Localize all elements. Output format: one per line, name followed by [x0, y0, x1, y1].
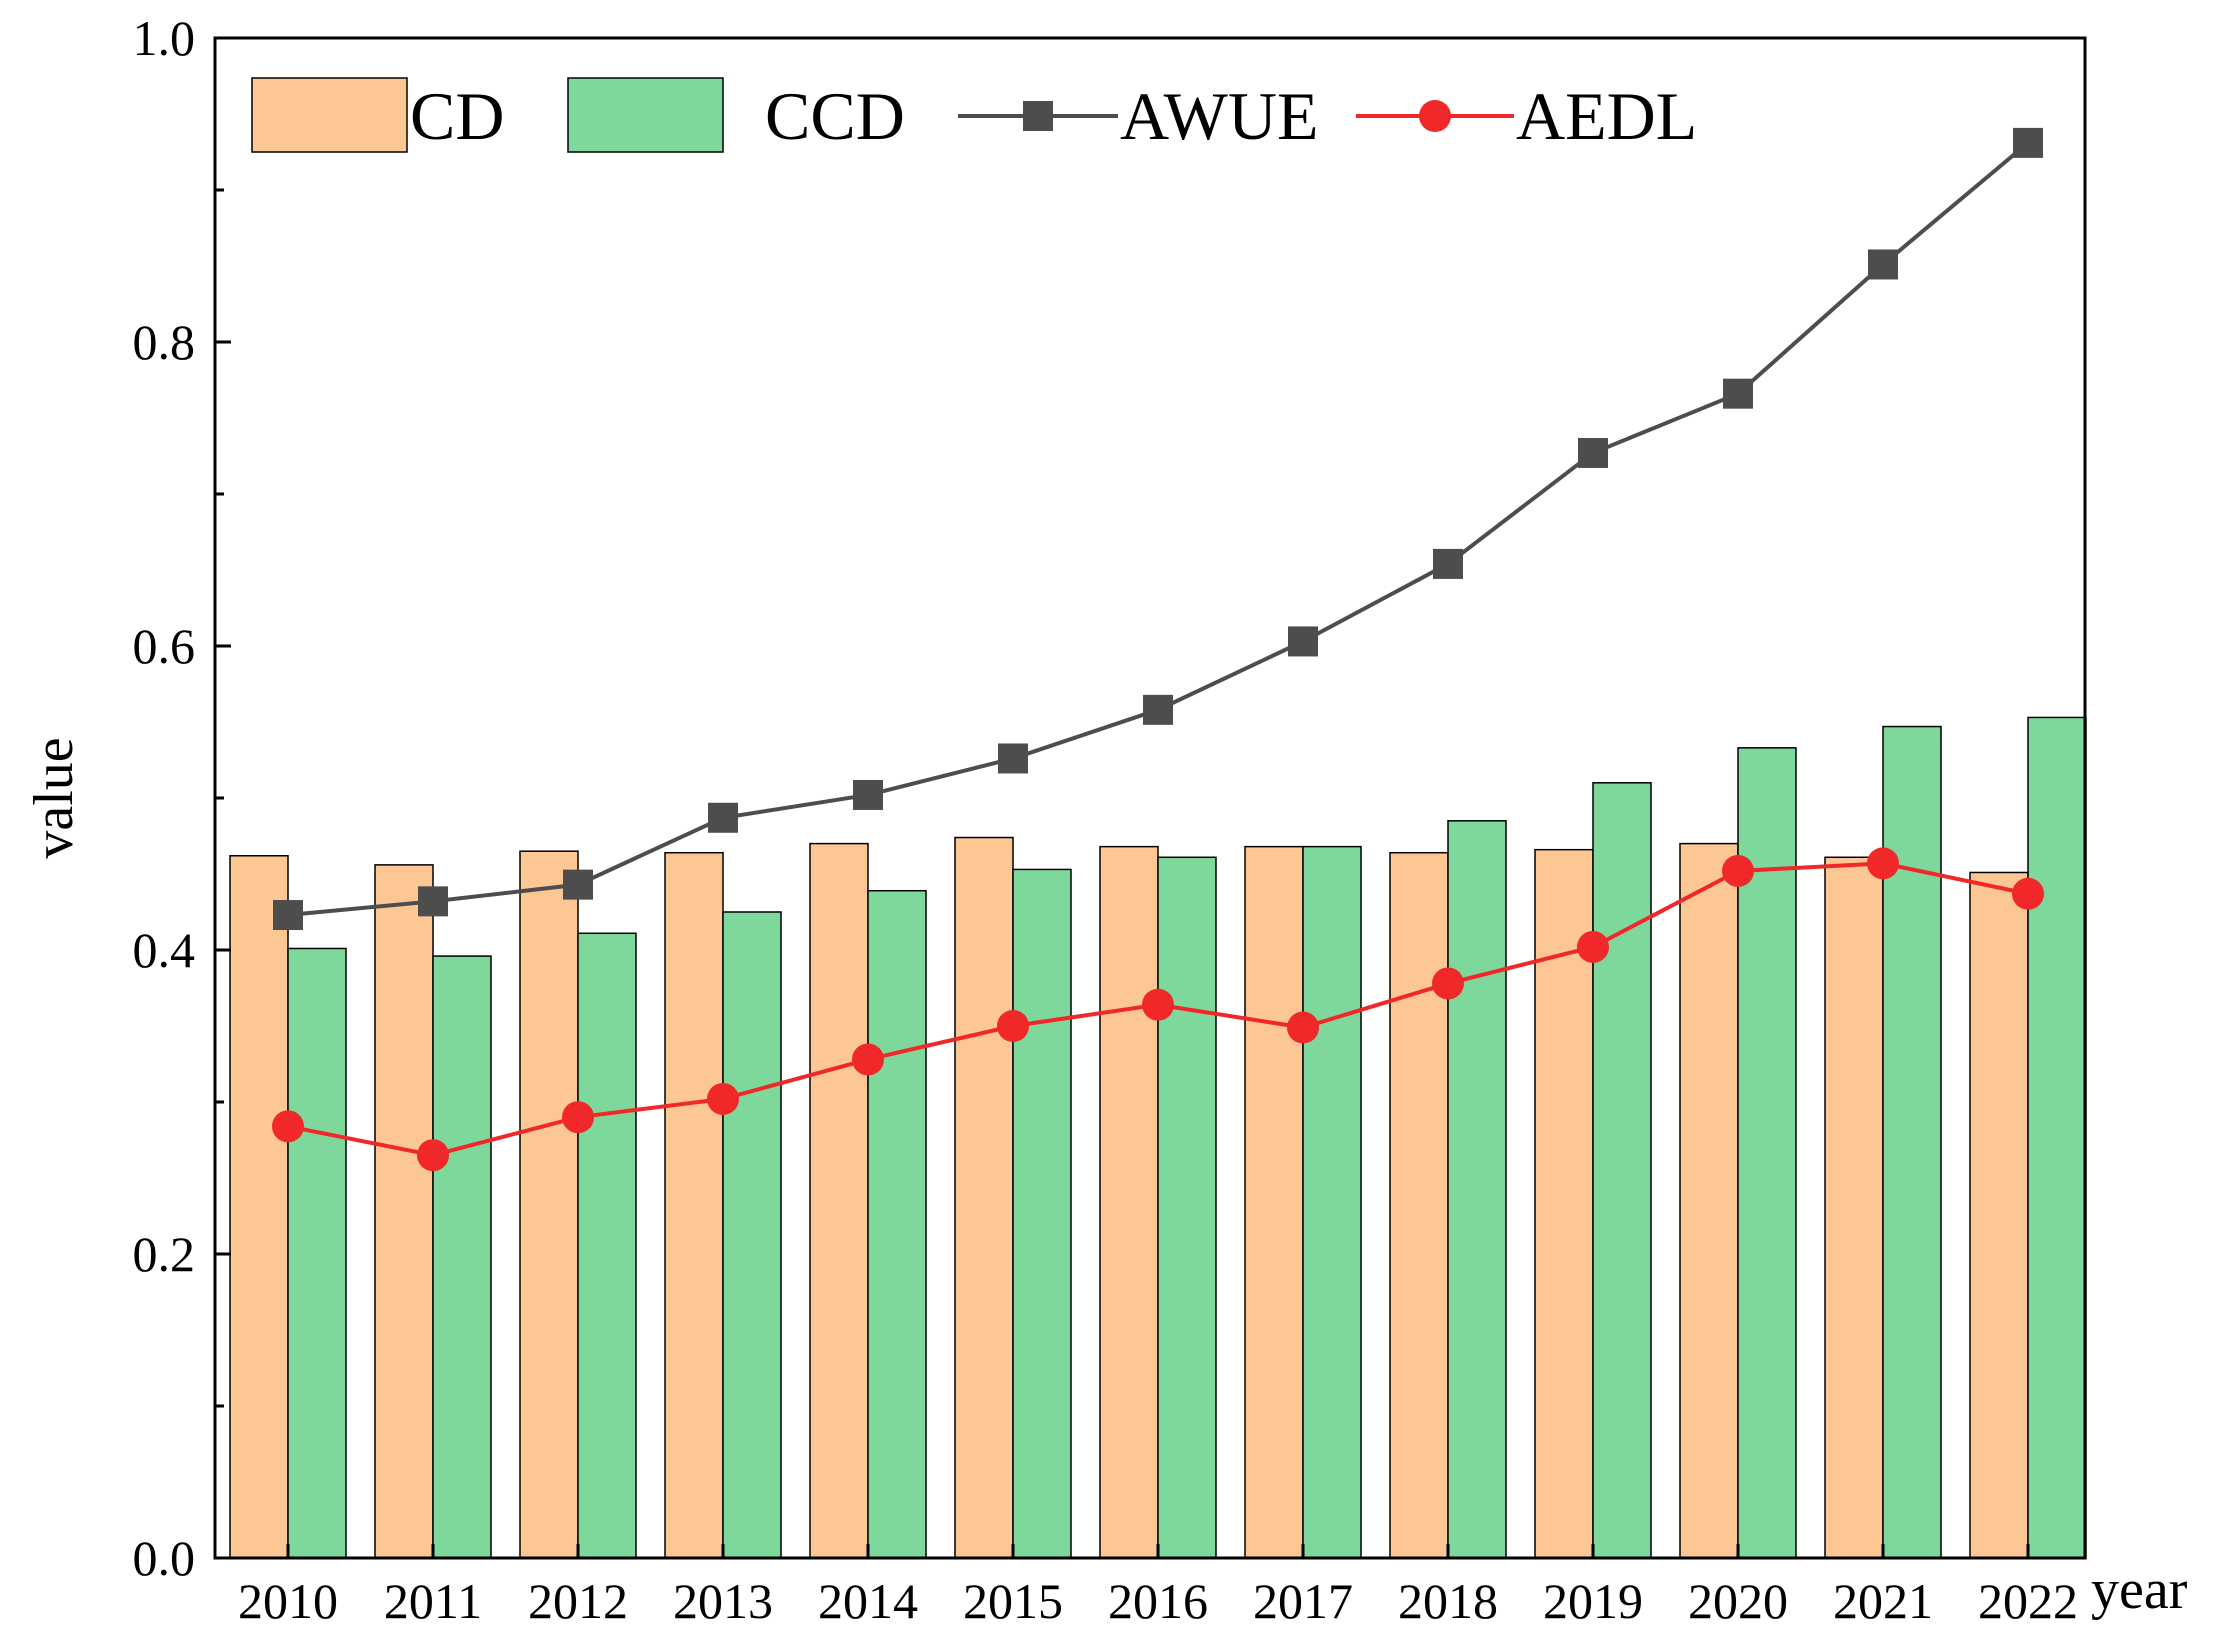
bar-ccd-2014	[867, 889, 927, 1559]
legend-swatch-ccd	[567, 77, 724, 153]
bars-layer	[229, 716, 2087, 1559]
legend-marker-awue	[1023, 101, 1053, 131]
x-tick-label-2010: 2010	[238, 1573, 338, 1629]
x-tick-label-2016: 2016	[1108, 1573, 1208, 1629]
bar-cd-2012	[519, 850, 579, 1559]
bar-ccd-2017	[1302, 845, 1362, 1559]
point-aedl-2021	[1867, 847, 1899, 880]
x-axis-title: year	[2091, 1559, 2188, 1621]
legend-swatch-cd	[251, 77, 408, 153]
bar-cd-2020	[1679, 842, 1739, 1559]
legend-label-cd: CD	[410, 78, 504, 154]
bar-ccd-2019	[1592, 782, 1652, 1559]
point-awue-2011	[418, 886, 448, 917]
bar-cd-2021	[1824, 856, 1884, 1559]
x-tick-label-2022: 2022	[1978, 1573, 2078, 1629]
bar-cd-2013	[664, 851, 724, 1559]
x-tick-label-2017: 2017	[1253, 1573, 1353, 1629]
point-awue-2017	[1288, 626, 1318, 657]
bar-ccd-2013	[722, 911, 782, 1559]
bar-cd-2019	[1534, 848, 1594, 1559]
y-axis-title: value	[23, 737, 85, 858]
point-awue-2015	[998, 743, 1028, 774]
bar-cd-2010	[229, 855, 289, 1559]
legend-label-aedl: AEDL	[1516, 78, 1697, 154]
x-tick-label-2019: 2019	[1543, 1573, 1643, 1629]
point-awue-2022	[2013, 127, 2043, 158]
x-tick-label-2015: 2015	[963, 1573, 1063, 1629]
legend-marker-aedl	[1419, 100, 1451, 132]
x-tick-label-2021: 2021	[1833, 1573, 1933, 1629]
point-aedl-2010	[272, 1110, 304, 1143]
point-awue-2019	[1578, 437, 1608, 468]
y-tick-label-0.2: 0.2	[133, 1226, 196, 1282]
bar-ccd-2012	[577, 932, 637, 1559]
y-tick-label-0.4: 0.4	[133, 922, 196, 978]
bar-cd-2011	[374, 864, 434, 1559]
bar-cd-2018	[1389, 851, 1449, 1559]
x-tick-label-2014: 2014	[818, 1573, 918, 1629]
bar-ccd-2022	[2027, 716, 2087, 1559]
y-tick-label-1.0: 1.0	[133, 10, 196, 66]
point-aedl-2018	[1432, 967, 1464, 1000]
x-tick-label-2018: 2018	[1398, 1573, 1498, 1629]
legend-label-ccd: CCD	[765, 78, 905, 154]
point-awue-2010	[273, 900, 303, 931]
point-awue-2021	[1868, 249, 1898, 280]
bar-ccd-2015	[1012, 868, 1072, 1559]
x-tick-label-2020: 2020	[1688, 1573, 1788, 1629]
point-awue-2012	[563, 869, 593, 900]
point-awue-2014	[853, 779, 883, 810]
point-awue-2018	[1433, 548, 1463, 579]
y-tick-label-0.8: 0.8	[133, 314, 196, 370]
legend-label-awue: AWUE	[1120, 78, 1319, 154]
x-tick-label-2011: 2011	[384, 1573, 482, 1629]
y-tick-label-0.0: 0.0	[133, 1530, 196, 1586]
bar-cd-2014	[809, 842, 869, 1559]
lines-layer	[272, 127, 2044, 1172]
bar-cd-2015	[954, 836, 1014, 1559]
point-aedl-2014	[852, 1043, 884, 1076]
x-tick-label-2012: 2012	[528, 1573, 628, 1629]
bar-cd-2022	[1969, 871, 2029, 1559]
point-awue-2013	[708, 802, 738, 833]
point-aedl-2020	[1722, 854, 1754, 887]
bar-cd-2016	[1099, 845, 1159, 1559]
point-aedl-2016	[1142, 988, 1174, 1021]
point-awue-2020	[1723, 378, 1753, 409]
point-aedl-2015	[997, 1010, 1029, 1042]
point-aedl-2019	[1577, 930, 1609, 963]
bar-ccd-2018	[1447, 820, 1507, 1559]
point-aedl-2011	[417, 1139, 449, 1172]
point-aedl-2017	[1287, 1011, 1319, 1044]
point-aedl-2012	[562, 1101, 594, 1134]
bar-ccd-2010	[287, 947, 347, 1559]
bar-ccd-2016	[1157, 856, 1217, 1559]
legend: CD CCD AWUE AEDL	[251, 77, 1697, 154]
axes-layer: 0.0 0.2 0.4 0.6 0.8 1.0 2010 2011 2012 2013 2014 20…	[133, 10, 2087, 1629]
point-aedl-2013	[707, 1082, 739, 1115]
x-tick-label-2013: 2013	[673, 1573, 773, 1629]
y-tick-label-0.6: 0.6	[133, 618, 196, 674]
bar-cd-2017	[1244, 845, 1304, 1559]
point-aedl-2022	[2012, 877, 2044, 910]
point-awue-2016	[1143, 694, 1173, 725]
bar-ccd-2011	[432, 955, 492, 1559]
